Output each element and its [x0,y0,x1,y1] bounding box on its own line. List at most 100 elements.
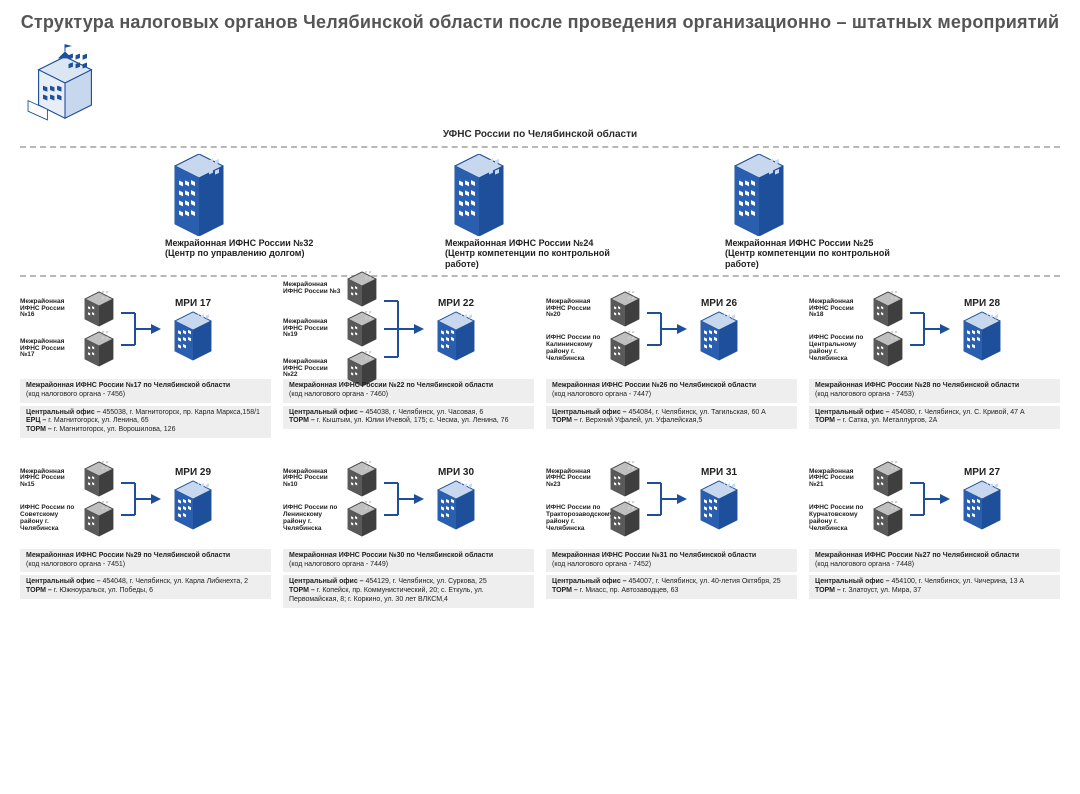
result-col: МРИ 27 [958,467,1006,530]
tier2-item-0: Межрайонная ИФНС России №32 (Центр по уп… [165,154,355,269]
merger-cell-3: Межрайонная ИФНС России №18 ИФНС России … [809,283,1060,441]
merge-arrow-icon [121,297,161,361]
hq-block: УФНС России по Челябинской области [20,39,1060,140]
result-label: МРИ 29 [175,467,211,478]
source-building-icon [607,461,643,497]
info-box-title: Межрайонная ИФНС России №29 по Челябинск… [20,549,271,573]
source-row: Межрайонная ИФНС России №15 [20,461,117,497]
source-row: ИФНС России по Тракторозаводскому району… [546,501,643,537]
sources-col: Межрайонная ИФНС России №20 ИФНС России … [546,291,643,367]
source-row: Межрайонная ИФНС России №3 [283,271,380,307]
merge-diagram: Межрайонная ИФНС России №10 ИФНС России … [283,453,534,545]
sources-col: Межрайонная ИФНС России №15 ИФНС России … [20,461,117,537]
source-label: Межрайонная ИФНС России №3 [283,282,341,296]
info-box-address: Центральный офис – 455038, г. Магнитогор… [20,406,271,438]
source-label: Межрайонная ИФНС России №19 [283,319,341,339]
source-label: ИФНС России по Тракторозаводскому району… [546,505,604,532]
source-label: Межрайонная ИФНС России №15 [20,469,78,489]
source-label: ИФНС России по Калининскому району г. Че… [546,335,604,362]
merger-cell-6: Межрайонная ИФНС России №23 ИФНС России … [546,453,797,611]
merge-arrow-icon [647,467,687,531]
merge-diagram: Межрайонная ИФНС России №16 Межрайонная … [20,283,271,375]
sources-col: Межрайонная ИФНС России №16 Межрайонная … [20,291,117,367]
result-col: МРИ 31 [695,467,743,530]
source-label: ИФНС России по Центральному району г. Че… [809,335,867,362]
sources-col: Межрайонная ИФНС России №23 ИФНС России … [546,461,643,537]
result-col: МРИ 28 [958,298,1006,361]
result-label: МРИ 22 [438,298,474,309]
result-building-icon [169,480,217,530]
result-building-icon [169,311,217,361]
source-building-icon [344,271,380,307]
merger-cell-2: Межрайонная ИФНС России №20 ИФНС России … [546,283,797,441]
info-box-address: Центральный офис – 454048, г. Челябинск,… [20,575,271,599]
page-title: Структура налоговых органов Челябинской … [20,12,1060,33]
sources-col: Межрайонная ИФНС России №21 ИФНС России … [809,461,906,537]
source-row: ИФНС России по Центральному району г. Че… [809,331,906,367]
result-col: МРИ 29 [169,467,217,530]
tier2-subtitle: (Центр компетенции по контрольной работе… [445,248,635,269]
source-label: ИФНС России по Ленинскому району г. Челя… [283,505,341,532]
merge-arrow-icon [384,467,424,531]
result-label: МРИ 26 [701,298,737,309]
source-label: ИФНС России по Советскому району г. Челя… [20,505,78,532]
merge-diagram: Межрайонная ИФНС России №3 Межрайонная И… [283,283,534,375]
tier2-subtitle: (Центр по управлению долгом) [165,248,355,258]
info-box-title: Межрайонная ИФНС России №26 по Челябинск… [546,379,797,403]
tier2-item-1: Межрайонная ИФНС России №24 (Центр компе… [445,154,635,269]
merger-cell-7: Межрайонная ИФНС России №21 ИФНС России … [809,453,1060,611]
merge-arrow-icon [384,287,424,371]
merger-cell-4: Межрайонная ИФНС России №15 ИФНС России … [20,453,271,611]
result-label: МРИ 27 [964,467,1000,478]
source-building-icon [607,501,643,537]
result-label: МРИ 28 [964,298,1000,309]
info-box-title: Межрайонная ИФНС России №27 по Челябинск… [809,549,1060,573]
result-col: МРИ 17 [169,298,217,361]
source-row: Межрайонная ИФНС России №18 [809,291,906,327]
tier2-item-2: Межрайонная ИФНС России №25 (Центр компе… [725,154,915,269]
source-building-icon [81,331,117,367]
source-row: Межрайонная ИФНС России №16 [20,291,117,327]
source-building-icon [344,311,380,347]
tier2-subtitle: (Центр компетенции по контрольной работе… [725,248,915,269]
source-building-icon [344,501,380,537]
tier2-row: Межрайонная ИФНС России №32 (Центр по уп… [20,154,1060,269]
source-building-icon [870,291,906,327]
source-label: Межрайонная ИФНС России №23 [546,469,604,489]
divider-2 [20,275,1060,277]
source-building-icon [870,461,906,497]
info-box-address: Центральный офис – 454080, г. Челябинск,… [809,406,1060,430]
result-label: МРИ 30 [438,467,474,478]
source-label: Межрайонная ИФНС России №20 [546,299,604,319]
tier2-building-icon [445,154,635,236]
source-building-icon [344,461,380,497]
source-row: Межрайонная ИФНС России №23 [546,461,643,497]
tier2-title: Межрайонная ИФНС России №24 [445,238,635,248]
merge-arrow-icon [910,467,950,531]
result-building-icon [695,480,743,530]
source-row: Межрайонная ИФНС России №17 [20,331,117,367]
info-box-address: Центральный офис – 454129, г. Челябинск,… [283,575,534,607]
merge-diagram: Межрайонная ИФНС России №23 ИФНС России … [546,453,797,545]
source-building-icon [607,331,643,367]
merge-diagram: Межрайонная ИФНС России №20 ИФНС России … [546,283,797,375]
info-box-title: Межрайонная ИФНС России №17 по Челябинск… [20,379,271,403]
source-row: ИФНС России по Ленинскому району г. Челя… [283,501,380,537]
source-label: Межрайонная ИФНС России №21 [809,469,867,489]
source-building-icon [81,461,117,497]
source-label: Межрайонная ИФНС России №17 [20,339,78,359]
source-label: Межрайонная ИФНС России №18 [809,299,867,319]
result-building-icon [432,311,480,361]
merger-cell-5: Межрайонная ИФНС России №10 ИФНС России … [283,453,534,611]
result-building-icon [432,480,480,530]
source-row: ИФНС России по Советскому району г. Челя… [20,501,117,537]
source-label: ИФНС России по Курчатовскому району г. Ч… [809,505,867,532]
source-label: Межрайонная ИФНС России №10 [283,469,341,489]
info-box-title: Межрайонная ИФНС России №31 по Челябинск… [546,549,797,573]
tier2-building-icon [725,154,915,236]
source-building-icon [81,291,117,327]
source-building-icon [870,331,906,367]
source-building-icon [870,501,906,537]
divider-1 [20,146,1060,148]
merger-grid: Межрайонная ИФНС России №16 Межрайонная … [20,283,1060,611]
